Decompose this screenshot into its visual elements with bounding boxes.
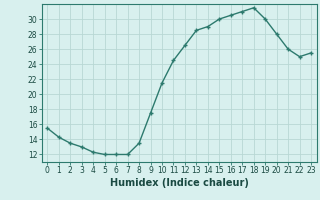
X-axis label: Humidex (Indice chaleur): Humidex (Indice chaleur) — [110, 178, 249, 188]
